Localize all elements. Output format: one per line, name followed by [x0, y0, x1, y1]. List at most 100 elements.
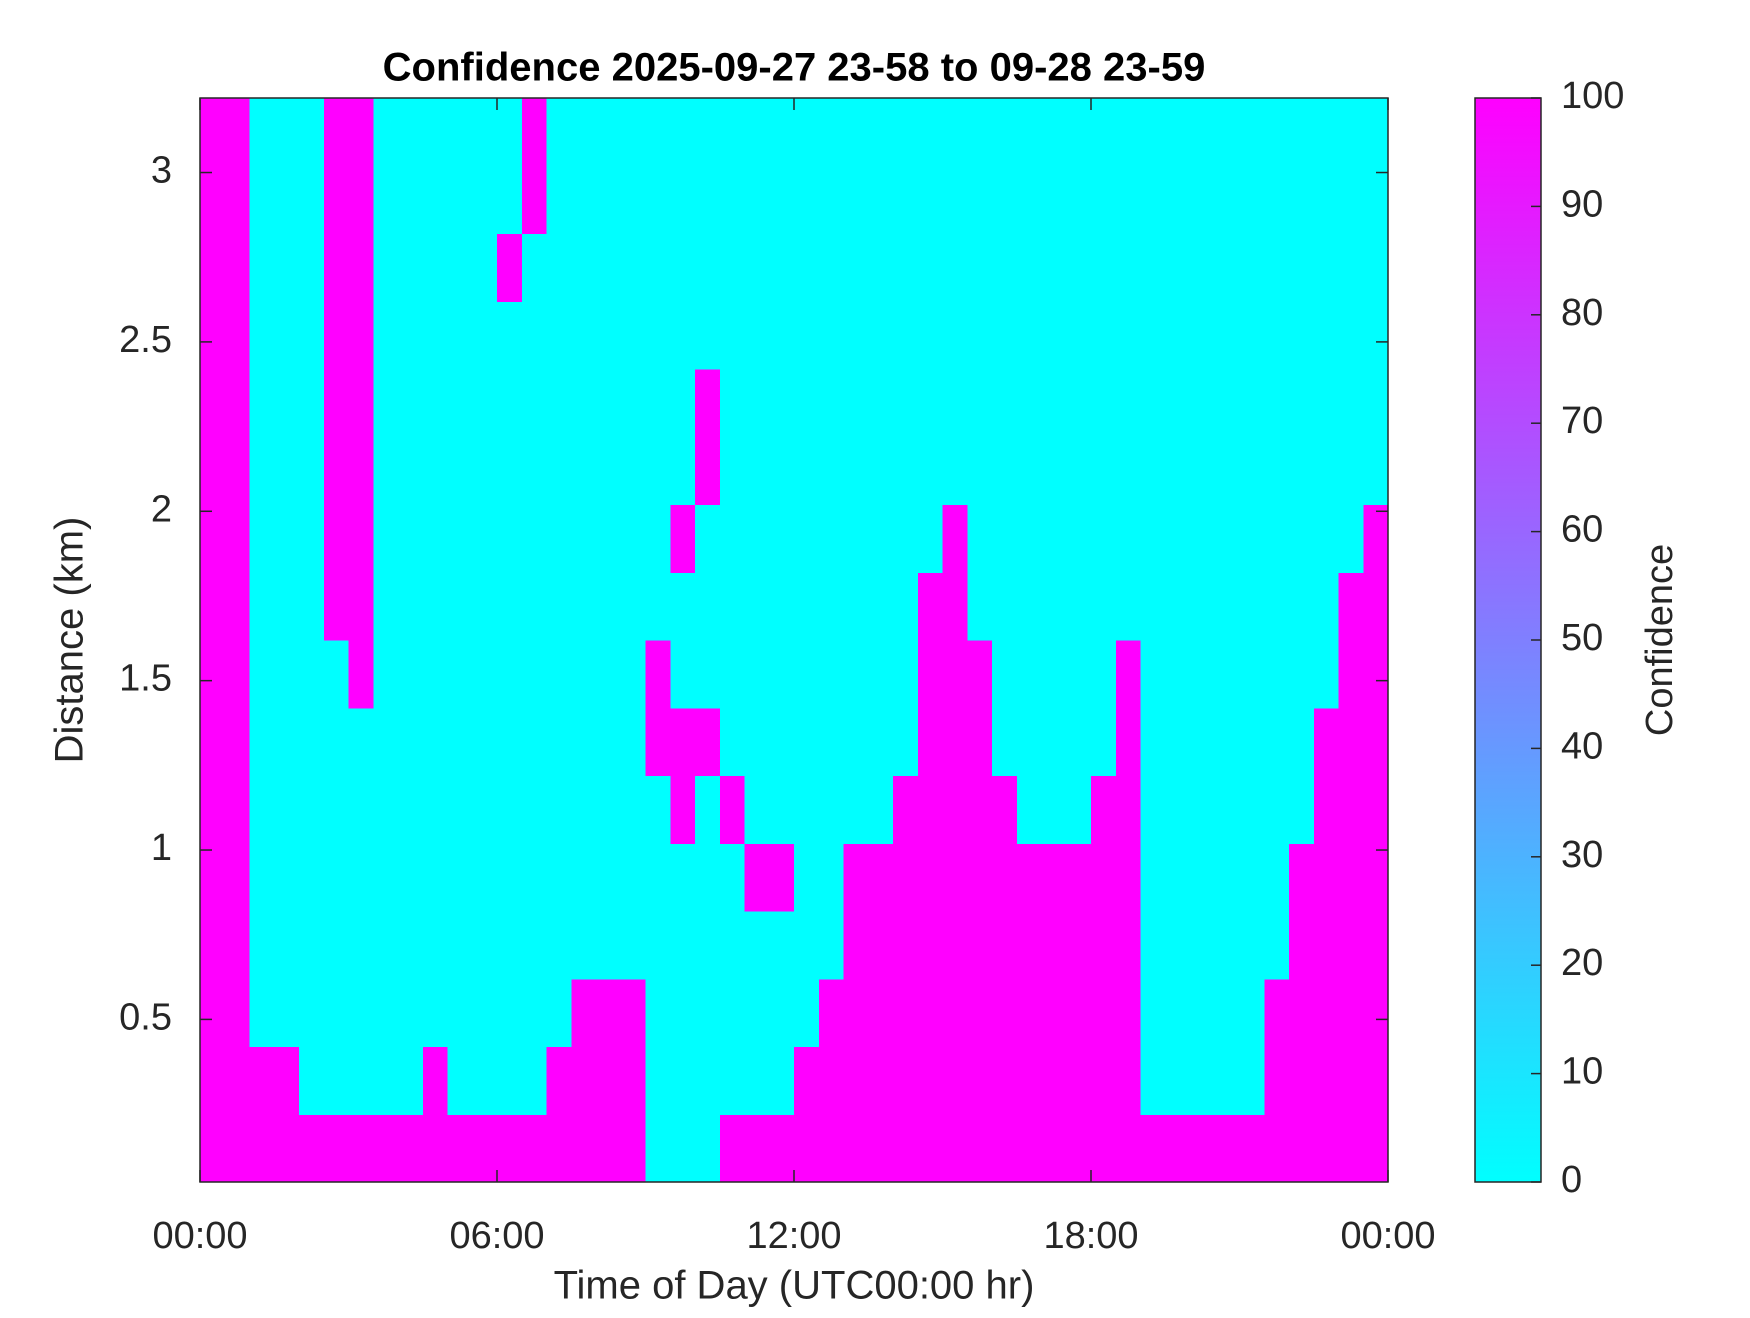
heatmap-cell — [670, 369, 696, 438]
heatmap-cell — [497, 165, 523, 234]
heatmap-cell — [200, 369, 226, 438]
heatmap-cell — [447, 707, 473, 776]
heatmap-cell — [1289, 436, 1315, 505]
heatmap-cell — [645, 911, 671, 980]
heatmap-cell — [323, 369, 349, 438]
heatmap-cell — [794, 775, 820, 844]
heatmap-cell — [571, 911, 597, 980]
heatmap-cell — [645, 707, 671, 776]
heatmap-cell — [224, 843, 250, 912]
heatmap-cell — [893, 165, 919, 234]
heatmap-cell — [546, 775, 572, 844]
heatmap-cell — [695, 707, 721, 776]
heatmap-cell — [794, 369, 820, 438]
heatmap-cell — [1190, 369, 1216, 438]
x-tick-label: 12:00 — [746, 1215, 841, 1257]
heatmap-cell — [695, 369, 721, 438]
heatmap-cell — [917, 369, 943, 438]
heatmap-cell — [1289, 775, 1315, 844]
heatmap-cell — [893, 978, 919, 1047]
heatmap-cell — [546, 98, 572, 167]
heatmap-cell — [546, 843, 572, 912]
heatmap-cell — [497, 98, 523, 167]
colorbar-tick-label: 30 — [1561, 834, 1603, 876]
heatmap-cell — [744, 572, 770, 641]
heatmap-cell — [224, 369, 250, 438]
heatmap-cell — [818, 233, 844, 302]
heatmap-cell — [596, 911, 622, 980]
heatmap-cell — [596, 978, 622, 1047]
heatmap-cell — [695, 775, 721, 844]
heatmap-cell — [967, 572, 993, 641]
heatmap-cell — [571, 436, 597, 505]
heatmap-cell — [472, 165, 498, 234]
heatmap-cell — [447, 572, 473, 641]
heatmap-cell — [521, 233, 547, 302]
heatmap-cell — [992, 775, 1018, 844]
heatmap-cell — [1140, 436, 1166, 505]
heatmap-cell — [1338, 98, 1364, 167]
heatmap-cell — [447, 233, 473, 302]
x-tick-label: 00:00 — [152, 1215, 247, 1257]
heatmap-cell — [868, 369, 894, 438]
heatmap-cell — [373, 572, 399, 641]
heatmap-cell — [695, 504, 721, 573]
heatmap-cell — [348, 233, 374, 302]
heatmap-cell — [274, 843, 300, 912]
heatmap-cell — [794, 504, 820, 573]
heatmap-cell — [893, 301, 919, 370]
heatmap-cell — [967, 978, 993, 1047]
heatmap-cell — [1016, 301, 1042, 370]
heatmap-cell — [893, 775, 919, 844]
heatmap-cell — [1289, 369, 1315, 438]
heatmap-cell — [1066, 1114, 1092, 1183]
heatmap-cell — [200, 504, 226, 573]
heatmap-cell — [893, 98, 919, 167]
heatmap-cell — [521, 640, 547, 709]
heatmap-cell — [299, 1114, 325, 1183]
heatmap-cell — [868, 707, 894, 776]
heatmap-cell — [422, 911, 448, 980]
heatmap-cell — [1239, 98, 1265, 167]
heatmap-cell — [769, 640, 795, 709]
heatmap-cell — [249, 301, 275, 370]
heatmap-cell — [373, 436, 399, 505]
heatmap-cell — [992, 301, 1018, 370]
heatmap-cell — [620, 1114, 646, 1183]
heatmap-cell — [868, 165, 894, 234]
heatmap-cell — [719, 165, 745, 234]
heatmap-cell — [1363, 369, 1389, 438]
x-tick-label: 06:00 — [449, 1215, 544, 1257]
heatmap-cell — [1214, 1114, 1240, 1183]
heatmap-cell — [521, 707, 547, 776]
heatmap-cell — [274, 504, 300, 573]
heatmap-cell — [1214, 1046, 1240, 1115]
heatmap-cell — [1289, 572, 1315, 641]
heatmap-cell — [323, 1114, 349, 1183]
heatmap-cell — [274, 165, 300, 234]
heatmap-cell — [348, 165, 374, 234]
heatmap-cell — [1363, 1046, 1389, 1115]
heatmap-cell — [1313, 233, 1339, 302]
heatmap-cell — [1214, 165, 1240, 234]
heatmap-cell — [695, 978, 721, 1047]
heatmap-cell — [596, 640, 622, 709]
heatmap-cell — [422, 233, 448, 302]
heatmap-cell — [620, 165, 646, 234]
heatmap-cell — [1165, 640, 1191, 709]
heatmap-cell — [1041, 233, 1067, 302]
heatmap-cell — [992, 1046, 1018, 1115]
heatmap-cell — [521, 436, 547, 505]
heatmap-cell — [1264, 233, 1290, 302]
heatmap-cell — [645, 165, 671, 234]
heatmap-cell — [1041, 978, 1067, 1047]
heatmap-cell — [596, 165, 622, 234]
heatmap-cell — [497, 911, 523, 980]
heatmap-cell — [1338, 911, 1364, 980]
heatmap-cell — [323, 640, 349, 709]
heatmap-cell — [1115, 640, 1141, 709]
heatmap-cell — [447, 843, 473, 912]
heatmap-cell — [224, 1046, 250, 1115]
heatmap-cell — [992, 978, 1018, 1047]
heatmap-cell — [1041, 843, 1067, 912]
